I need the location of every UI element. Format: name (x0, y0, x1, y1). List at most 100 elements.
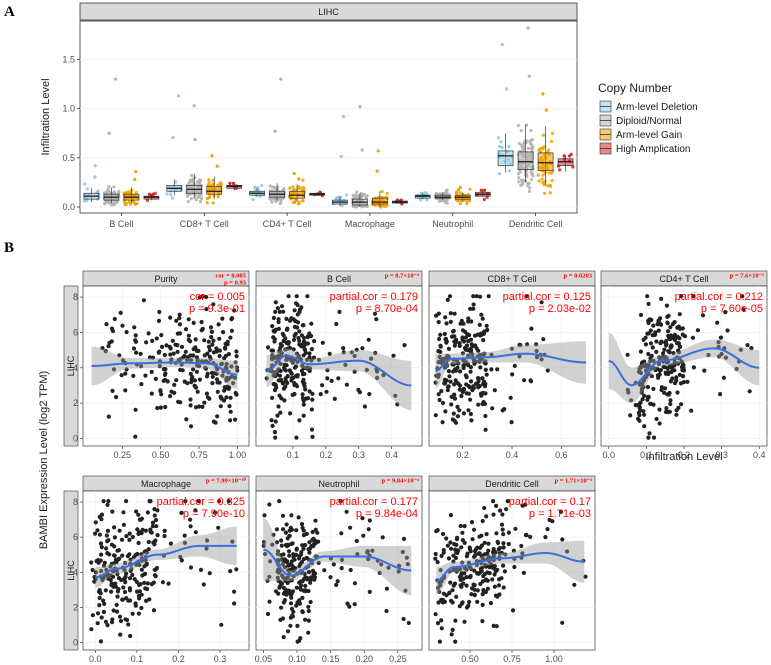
scatter-point (273, 300, 278, 305)
outlier-point (444, 189, 448, 193)
scatter-point (286, 568, 291, 573)
scatter-point (355, 552, 360, 557)
scatter-point (636, 410, 642, 416)
scatter-point (478, 333, 483, 338)
scatter-point (203, 366, 209, 371)
scatter-point (677, 312, 682, 317)
scatter-point (229, 317, 234, 322)
scatter-point (118, 310, 123, 315)
scatter-point (441, 550, 446, 555)
scatter-point (501, 563, 506, 568)
scatter-point (136, 540, 141, 546)
outlier-point (176, 94, 181, 98)
jitter-point (198, 199, 203, 204)
scatter-point (447, 590, 452, 595)
scatter-point (281, 635, 286, 640)
scatter-point (462, 345, 468, 351)
scatter-point (341, 350, 346, 355)
scatter-point (463, 335, 469, 340)
scatter-point (119, 537, 125, 542)
scatter-point (279, 304, 285, 309)
scatter-point (101, 563, 107, 568)
scatter-point (204, 294, 209, 300)
scatter-point (139, 592, 144, 597)
scatter-point (307, 540, 312, 545)
scatter-point (523, 533, 529, 538)
scatter-point (183, 327, 189, 332)
jitter-point (425, 198, 429, 202)
scatter-point (662, 365, 668, 370)
scatter-point (491, 512, 496, 517)
scatter-point (306, 618, 311, 623)
scatter-point (157, 364, 162, 369)
scatter-point (286, 549, 292, 554)
scatter-point (671, 351, 676, 356)
scatter-point (651, 323, 656, 328)
x-tick-label: Dendritic Cell (509, 219, 563, 229)
scatter-point (523, 502, 528, 507)
scatter-point (131, 346, 137, 351)
scatter-point (291, 565, 296, 570)
scatter-point (304, 396, 309, 401)
scatter-point (273, 435, 278, 440)
scatter-point (89, 627, 94, 632)
scatter-point (646, 318, 651, 323)
scatter-point (294, 435, 299, 440)
scatter-point (95, 528, 100, 533)
scatter-point (281, 575, 286, 580)
scatter-point (467, 545, 472, 550)
scatter-point (489, 367, 494, 372)
scatter-point (499, 576, 504, 581)
scatter-point (543, 535, 548, 540)
jitter-point (519, 128, 523, 133)
scatter-point (210, 374, 215, 379)
scatter-point (437, 589, 442, 595)
scatter-point (648, 341, 654, 346)
scatter-point (137, 517, 142, 522)
scatter-point (360, 516, 365, 521)
outlier-point (423, 191, 427, 195)
scatter-point (200, 404, 205, 409)
scatter-point (265, 578, 270, 583)
scatter-point (457, 408, 462, 413)
outlier-point (147, 192, 152, 196)
jitter-point (380, 189, 384, 194)
scatter-point (286, 563, 291, 568)
scatter-point (145, 586, 150, 592)
scatter-point (153, 518, 159, 523)
scatter-point (269, 348, 274, 353)
scatter-point (464, 375, 469, 380)
scatter-point (718, 392, 723, 397)
x-tick-label: 0.50 (152, 450, 170, 460)
scatter-point (219, 396, 224, 401)
scatter-point (466, 319, 471, 324)
scatter-point (335, 579, 340, 584)
scatter-point (436, 359, 441, 365)
scatter-point (641, 385, 646, 390)
scatter-point (114, 609, 120, 614)
scatter-point (270, 395, 275, 400)
scatter-point (281, 591, 286, 596)
outlier-point (541, 92, 545, 96)
scatter-point (211, 338, 216, 343)
scatter-point (153, 376, 158, 381)
scatter-point (640, 397, 645, 402)
scatter-point (93, 520, 98, 525)
facet-corner-cor: p = 9.84×10⁻⁴ (381, 478, 419, 485)
scatter-point (442, 381, 447, 386)
jitter-point (550, 131, 555, 135)
scatter-point (451, 328, 456, 333)
scatter-point (93, 531, 98, 536)
scatter-point (435, 621, 441, 626)
jitter-point (458, 191, 462, 195)
scatter-point (309, 358, 314, 363)
scatter-point (294, 585, 299, 590)
scatter-point (438, 343, 443, 348)
scatter-point (120, 323, 125, 328)
scatter-point (722, 346, 727, 351)
scatter-point (99, 545, 104, 550)
scatter-point (177, 312, 182, 317)
scatter-point (511, 548, 516, 553)
scatter-point (297, 638, 302, 643)
